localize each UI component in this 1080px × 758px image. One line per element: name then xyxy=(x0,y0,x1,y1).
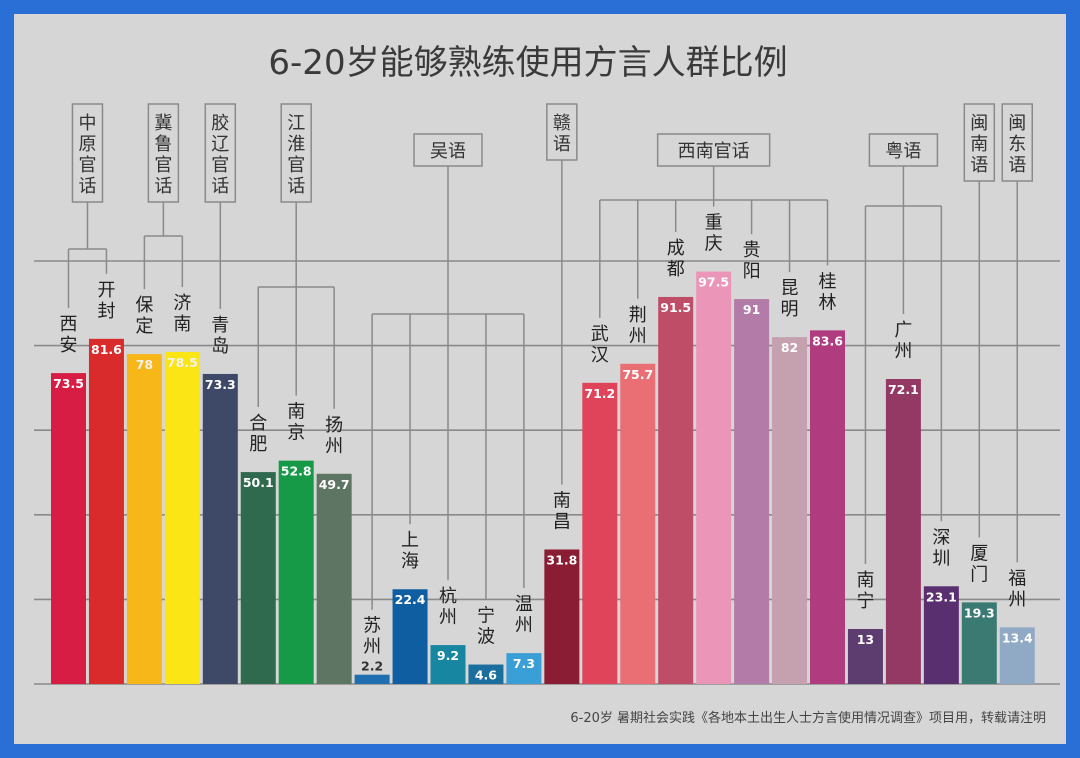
bar-贵阳 xyxy=(734,299,770,684)
bars xyxy=(51,271,1035,684)
value-label: 73.5 xyxy=(53,376,84,391)
value-label: 23.1 xyxy=(926,589,957,604)
bar-南宁 xyxy=(847,629,883,684)
footnote: 6-20岁 暑期社会实践《各地本土出生人士方言使用情况调查》项目用，转载请注明 xyxy=(570,710,1046,726)
city-label: 广州 xyxy=(894,320,912,362)
city-label: 西安 xyxy=(60,314,78,356)
value-label: 82 xyxy=(781,340,798,355)
value-label: 91.5 xyxy=(660,300,691,315)
city-label: 昆明 xyxy=(781,278,799,320)
labels: 73.5 81.6 78 78.5 73.3 50.1 52.8 49.7 2.2 22.4 9.2… xyxy=(53,213,1033,683)
city-label: 桂林 xyxy=(819,271,837,313)
group-label: 西南官话 xyxy=(678,141,750,162)
bar-厦门 xyxy=(961,602,997,684)
bar-温州 xyxy=(506,653,542,684)
city-label: 济南 xyxy=(173,293,191,335)
group-label: 冀鲁官话 xyxy=(154,113,172,197)
group-label: 闽东语 xyxy=(1008,113,1026,176)
city-label: 福州 xyxy=(1008,568,1026,610)
bar-广州 xyxy=(885,379,921,684)
bar-荆州 xyxy=(620,363,656,684)
city-label: 南昌 xyxy=(553,490,571,532)
group-label: 粤语 xyxy=(885,141,921,162)
value-label: 22.4 xyxy=(395,592,426,607)
city-label: 厦门 xyxy=(970,543,988,585)
value-label: 4.6 xyxy=(475,668,497,683)
city-label: 贵阳 xyxy=(743,240,761,282)
bar-深圳 xyxy=(923,586,959,684)
bar-保定 xyxy=(126,354,162,684)
bar-扬州 xyxy=(316,473,352,684)
bar-南昌 xyxy=(544,549,580,684)
city-label: 南宁 xyxy=(856,570,874,612)
value-label: 97.5 xyxy=(698,275,729,290)
bar-昆明 xyxy=(772,337,808,684)
bar-济南 xyxy=(164,351,200,684)
value-label: 81.6 xyxy=(91,342,122,357)
bar-西安 xyxy=(51,373,86,684)
value-label: 13 xyxy=(857,632,874,647)
group-label: 胶辽官话 xyxy=(211,113,229,197)
value-label: 75.7 xyxy=(622,367,653,382)
city-label: 青岛 xyxy=(211,315,229,357)
group-label: 赣语 xyxy=(553,113,571,155)
value-label: 50.1 xyxy=(243,475,274,490)
bar-重庆 xyxy=(696,271,732,684)
bar-南京 xyxy=(278,460,314,684)
value-label: 72.1 xyxy=(888,382,919,397)
value-label: 52.8 xyxy=(281,464,312,479)
bar-福州 xyxy=(999,627,1035,684)
bar-青岛 xyxy=(202,373,238,684)
city-label: 苏州 xyxy=(363,616,381,658)
bar-杭州 xyxy=(430,645,466,684)
value-label: 13.4 xyxy=(1002,630,1033,645)
bar-宁波 xyxy=(468,664,504,684)
group-brackets: 中原官话 冀鲁官话 胶辽官话 江淮官话 吴语 赣语西南官话 粤语 闽南语 闽东语 xyxy=(67,103,1033,610)
city-label: 宁波 xyxy=(477,606,495,648)
city-label: 深圳 xyxy=(932,527,950,569)
bar-成都 xyxy=(658,296,694,684)
chart-frame: 中原官话 冀鲁官话 胶辽官话 江淮官话 吴语 赣语西南官话 粤语 闽南语 闽东语 73.5 81.… xyxy=(14,14,1066,744)
city-label: 杭州 xyxy=(439,586,457,628)
group-label: 吴语 xyxy=(430,141,466,162)
city-label: 扬州 xyxy=(325,415,343,457)
group-label: 中原官话 xyxy=(78,113,96,197)
city-label: 上海 xyxy=(401,530,419,572)
value-label: 91 xyxy=(743,302,760,317)
chart-title: 6-20岁能够熟练使用方言人群比例 xyxy=(268,43,787,83)
value-label: 2.2 xyxy=(361,659,383,674)
city-label: 温州 xyxy=(515,594,533,636)
city-label: 成都 xyxy=(667,238,685,280)
bar-上海 xyxy=(392,589,428,684)
bar-苏州 xyxy=(354,674,390,684)
value-label: 83.6 xyxy=(812,333,843,348)
value-label: 78.5 xyxy=(167,355,198,370)
city-label: 南京 xyxy=(287,402,305,444)
bar-桂林 xyxy=(810,330,845,684)
group-label: 闽南语 xyxy=(970,113,988,176)
value-label: 9.2 xyxy=(437,648,459,663)
value-label: 31.8 xyxy=(546,552,577,567)
city-label: 保定 xyxy=(135,295,153,337)
group-label: 江淮官话 xyxy=(287,113,305,197)
city-label: 开封 xyxy=(97,280,115,322)
value-label: 71.2 xyxy=(584,386,615,401)
value-label: 78 xyxy=(136,357,153,372)
value-label: 73.3 xyxy=(205,377,236,392)
city-label: 合肥 xyxy=(249,413,267,455)
bar-合肥 xyxy=(240,472,276,684)
city-label: 武汉 xyxy=(591,324,609,366)
value-label: 7.3 xyxy=(513,656,535,671)
city-label: 重庆 xyxy=(705,213,723,255)
city-label: 荆州 xyxy=(629,305,647,347)
bar-武汉 xyxy=(582,382,618,684)
bar-开封 xyxy=(88,338,124,684)
value-label: 19.3 xyxy=(964,605,995,620)
value-label: 49.7 xyxy=(319,477,350,492)
bar-chart: 中原官话 冀鲁官话 胶辽官话 江淮官话 吴语 赣语西南官话 粤语 闽南语 闽东语 73.5 81.… xyxy=(34,43,1060,726)
